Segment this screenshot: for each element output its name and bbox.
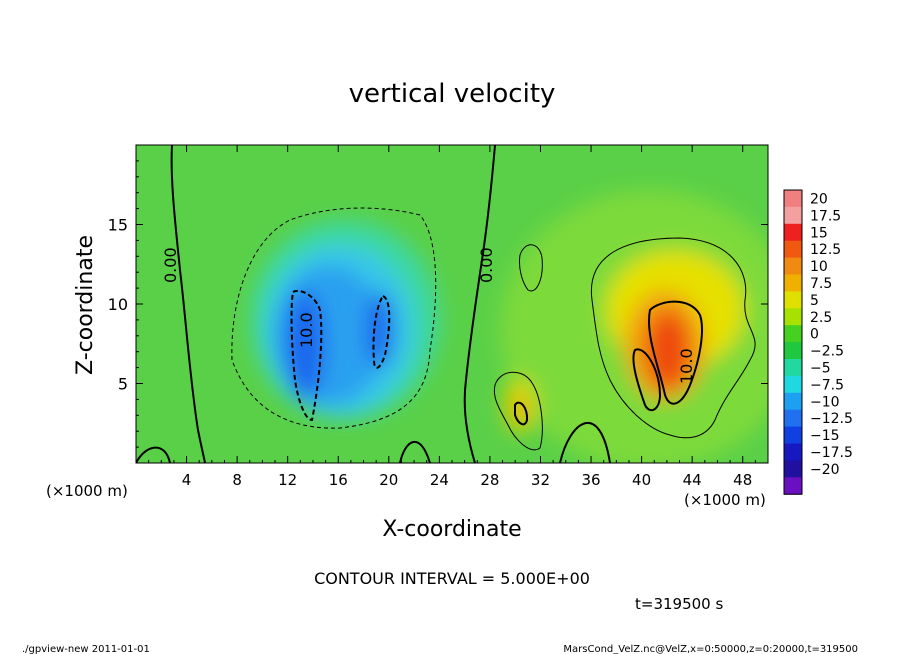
plot-area: 0.00 0.00 10.0 10.0 [136,145,768,463]
updraft-red [646,310,690,390]
small-updraft-core-contour [514,401,529,426]
colorbar-swatch [784,460,802,478]
contour-labels: 0.00 0.00 10.0 10.0 [161,247,696,384]
colorbar-label: 15 [810,225,828,241]
colorbar-label: 5 [810,293,819,309]
colorbar-swatch [784,443,802,461]
zero-contour-left [170,145,206,463]
colorbar-swatch [784,375,802,394]
x-unit-right: (×1000 m) [684,491,766,509]
bottom-contours [136,422,611,463]
contour-label-3: 10.0 [297,312,316,348]
x-tick-label: 24 [430,471,449,489]
time-label: t=319500 s [635,595,723,613]
x-tick-label: 44 [683,471,702,489]
pos10-contour-b [632,348,662,412]
downdraft-core-a [285,290,325,400]
x-tick-label: 16 [329,471,348,489]
contour-interval: CONTOUR INTERVAL = 5.000E+00 [314,569,590,588]
contour-label-4: 10.0 [677,348,696,384]
colorbar-label: −7.5 [810,377,844,393]
colorbar-swatch [784,342,802,360]
colorbar-swatch [784,477,802,495]
x-tick-label: 48 [733,471,752,489]
x-tick-label: 28 [480,471,499,489]
colorbar-swatch [784,308,802,326]
colorbar-swatch [784,206,802,225]
x-tick-label: 40 [632,471,651,489]
x-tick-label: 4 [182,471,192,489]
colorbar-swatch [784,274,802,292]
colorbar-label: 17.5 [810,208,841,224]
small-updraft-contour [493,371,543,451]
colorbar-label: 2.5 [810,310,832,326]
colorbar-label: −17.5 [810,445,853,461]
chart-title: vertical velocity [349,79,556,109]
pos10-contour [648,300,703,405]
colorbar-label: 12.5 [810,242,841,258]
y-axis-label: Z-coordinate [73,235,98,375]
colorbar-label: 10 [810,259,828,275]
footer-left: ./gpview-new 2011-01-01 [22,644,150,654]
neg10-contour-b [372,294,391,369]
colorbar-swatch [784,359,802,377]
colorbar-label: 7.5 [810,276,832,292]
colorbar-swatch [784,325,802,343]
zero-contour-mid [463,145,496,463]
y-tick-label: 10 [108,295,128,314]
colorbar-label: −2.5 [810,344,844,360]
colorbar-label: 0 [810,327,819,343]
x-tick-label: 8 [232,471,242,489]
colorbar-label: −5 [810,360,831,376]
x-tick-label: 12 [278,471,297,489]
contour-lines [136,145,756,463]
colorbar-swatch [784,257,802,275]
contour-label-2: 0.00 [477,247,496,283]
colorbar-swatch [784,223,802,242]
colorbar-swatch [784,190,802,208]
colorbar-frame [783,189,803,495]
colorbar-label: −20 [810,462,840,478]
pos-contour-updraft-outer [590,237,756,439]
colorbar-label: 20 [810,191,828,207]
colorbar-label: −10 [810,394,840,410]
neg10-contour-a [290,290,323,422]
colorbar-swatch [784,426,802,444]
colorbar-swatch [784,291,802,309]
colorbar-swatch [784,409,802,428]
colorbar-swatch [784,392,802,411]
colorbar: 2017.51512.5107.552.50−2.5−5−7.5−10−12.5… [783,189,853,495]
colorbar-label: −12.5 [810,411,853,427]
colorbar-swatch [784,240,802,259]
y-axis: 5 10 15 [108,160,768,448]
footer-right: MarsCond_VelZ.nc@VelZ,x=0:50000,z=0:2000… [563,644,858,654]
downdraft-core-b [366,292,394,368]
x-tick-label: 36 [581,471,600,489]
x-axis: 4 8 12 16 20 24 28 32 36 40 44 48 [148,145,756,489]
neg-contour-downdraft [231,207,437,429]
contour-label-1: 0.00 [161,247,180,283]
colorbar-label: −15 [810,428,840,444]
x-unit-left: (×1000 m) [46,482,128,500]
y-tick-label: 15 [108,216,128,235]
pos-contour-top [519,244,543,292]
x-axis-label: X-coordinate [382,517,521,542]
y-tick-label: 5 [118,375,128,394]
x-tick-label: 20 [379,471,398,489]
x-tick-label: 32 [531,471,550,489]
